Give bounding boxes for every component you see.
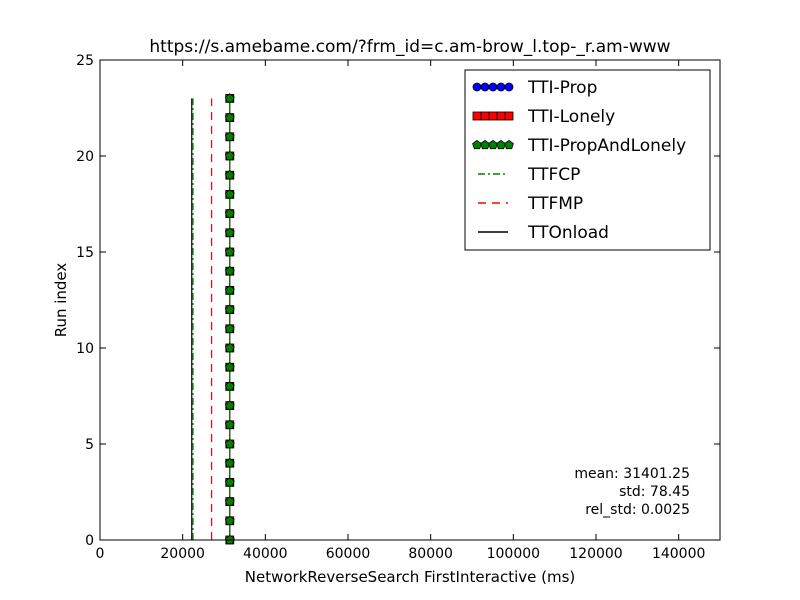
x-tick-label: 100000: [487, 546, 540, 562]
legend-swatch-marker: [480, 111, 490, 121]
x-tick-label: 60000: [326, 546, 371, 562]
data-point: [224, 515, 235, 525]
legend-entry-ttfmp: TTFMP: [478, 194, 583, 214]
data-point: [224, 112, 235, 122]
axis-ticks: 0 20000 40000 60000 80000 100000 120000 140000 0…: [76, 53, 720, 562]
data-point: [224, 496, 235, 506]
legend-swatch-marker: [504, 139, 514, 150]
stat-rel-std: rel_std: 0.0025: [585, 502, 690, 518]
data-point: [224, 189, 235, 199]
legend-entry-ttfcp: TTFCP: [478, 165, 580, 185]
x-tick-label: 20000: [160, 546, 205, 562]
legend-entry-tti-propandlonely: TTI-PropAndLonely: [472, 136, 686, 156]
legend-label: TTOnload: [527, 223, 609, 243]
legend-swatch-marker: [488, 82, 498, 92]
legend-swatch-marker: [504, 82, 514, 92]
data-point: [224, 304, 235, 314]
x-axis-label: NetworkReverseSearch FirstInteractive (m…: [245, 568, 576, 586]
legend-entry-tti-prop: TTI-Prop: [472, 78, 597, 98]
legend-swatch-marker: [472, 82, 482, 92]
data-point: [224, 246, 235, 257]
x-tick-label: 40000: [243, 546, 288, 562]
series-tti-propandlonely: [224, 93, 235, 545]
legend-swatch-marker: [480, 139, 490, 150]
data-point: [224, 170, 235, 180]
legend-entry-ttonload: TTOnload: [478, 223, 609, 243]
legend-swatch-marker: [480, 82, 490, 92]
legend-frame: [464, 69, 711, 251]
data-point: [224, 477, 235, 487]
legend-label: TTFCP: [527, 165, 580, 185]
legend-label: TTI-Lonely: [527, 107, 615, 127]
y-tick-label: 5: [85, 437, 94, 453]
x-tick-label: 80000: [408, 546, 453, 562]
data-point: [224, 131, 235, 141]
legend-entry-tti-lonely: TTI-Lonely: [472, 107, 615, 127]
legend-swatch-marker: [472, 139, 482, 150]
stat-std: std: 78.45: [619, 484, 690, 500]
stats-annotation: mean: 31401.25 std: 78.45 rel_std: 0.002…: [574, 466, 690, 518]
data-point: [224, 400, 235, 410]
legend-swatch-marker: [496, 82, 506, 92]
stat-mean: mean: 31401.25: [574, 466, 690, 482]
x-tick-label: 0: [96, 546, 105, 562]
data-point: [224, 438, 235, 449]
legend-label: TTI-Prop: [527, 78, 597, 98]
x-tick-label: 120000: [569, 546, 622, 562]
legend-swatch-marker: [488, 139, 498, 150]
y-tick-label: 25: [76, 53, 94, 69]
legend-swatch-marker: [488, 111, 498, 121]
data-point: [224, 362, 235, 372]
legend-label: TTFMP: [527, 194, 583, 214]
y-tick-label: 0: [85, 533, 94, 549]
y-tick-label: 10: [76, 341, 94, 357]
chart-title: https://s.amebame.com/?frm_id=c.am-brow_…: [149, 37, 670, 57]
y-tick-label: 20: [76, 149, 94, 165]
data-point: [224, 381, 235, 391]
data-point: [224, 266, 235, 276]
legend-swatch-marker: [496, 111, 506, 121]
legend-swatch-marker: [504, 111, 514, 121]
data-point: [224, 342, 235, 353]
data-point: [224, 150, 235, 161]
plot-area: [191, 93, 235, 545]
data-point: [224, 419, 235, 429]
legend: TTI-Prop TTI-Lonely TTI-PropAndLonely TTFCP…: [464, 69, 711, 251]
data-point: [224, 208, 235, 218]
legend-swatch-marker: [496, 139, 506, 150]
legend-swatch-marker: [472, 111, 482, 121]
data-point: [224, 285, 235, 295]
data-point: [224, 227, 235, 237]
data-point: [224, 458, 235, 468]
data-point: [224, 93, 235, 103]
legend-label: TTI-PropAndLonely: [527, 136, 686, 156]
y-tick-label: 15: [76, 245, 94, 261]
x-tick-label: 140000: [652, 546, 705, 562]
y-axis-label: Run index: [52, 263, 70, 338]
data-point: [224, 323, 235, 333]
plot-frame: [99, 59, 721, 541]
